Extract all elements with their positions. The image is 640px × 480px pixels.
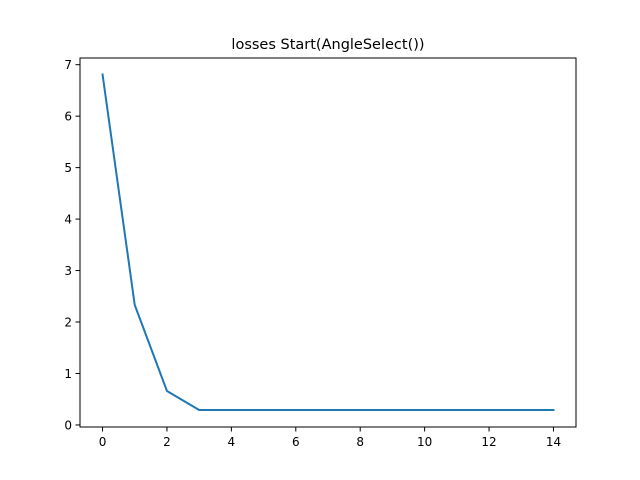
y-tick-label: 2 (64, 316, 72, 330)
y-tick-label: 5 (64, 161, 72, 175)
series-line-0 (101, 73, 555, 412)
y-tick-label: 0 (64, 418, 72, 432)
y-tick-label: 3 (64, 264, 72, 278)
x-tick-label: 12 (481, 435, 496, 449)
y-tick-label: 1 (64, 367, 72, 381)
y-tick-label: 7 (64, 58, 72, 72)
x-tick-label: 10 (417, 435, 432, 449)
y-tick-label: 4 (64, 213, 72, 227)
plot-frame (79, 57, 577, 428)
x-tick-label: 14 (546, 435, 561, 449)
chart-title: losses Start(AngleSelect()) (231, 37, 424, 53)
series-layer (101, 73, 555, 412)
x-tick-label: 0 (99, 435, 107, 449)
x-tick-label: 2 (163, 435, 171, 449)
x-tick-label: 4 (228, 435, 236, 449)
x-tick-label: 6 (292, 435, 300, 449)
y-tick-label: 6 (64, 110, 72, 124)
x-tick-label: 8 (356, 435, 364, 449)
